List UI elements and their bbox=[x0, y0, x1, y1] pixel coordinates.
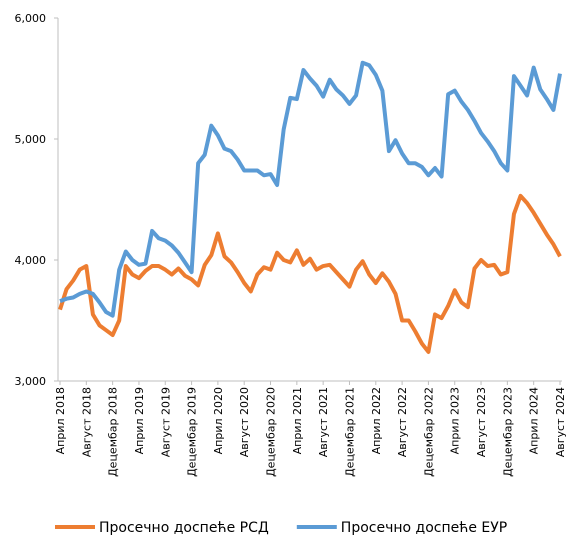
y-tick-label: 5,000 bbox=[15, 133, 47, 146]
x-tick-label: Децембар 2023 bbox=[501, 387, 514, 477]
x-tick-label: Децембар 2021 bbox=[343, 387, 356, 477]
x-tick-label: Април 2019 bbox=[133, 387, 146, 454]
y-tick-label: 3,000 bbox=[15, 375, 47, 388]
x-tick-label: Август 2019 bbox=[159, 387, 172, 457]
x-tick-label: Август 2018 bbox=[80, 387, 93, 457]
x-tick-label: Децембар 2020 bbox=[265, 387, 278, 477]
x-tick-label: Август 2023 bbox=[475, 387, 488, 457]
legend-label: Просечно доспеће РСД bbox=[99, 520, 269, 536]
series-line bbox=[58, 193, 562, 354]
x-tick-label: Април 2018 bbox=[54, 387, 67, 454]
x-tick-label: Децембар 2019 bbox=[186, 387, 199, 477]
x-tick-label: Април 2024 bbox=[528, 387, 541, 454]
x-tick-label: Децембар 2022 bbox=[422, 387, 435, 477]
x-tick-label: Август 2022 bbox=[396, 387, 409, 457]
x-tick-label: Август 2020 bbox=[238, 387, 251, 457]
x-tick-label: Април 2021 bbox=[291, 387, 304, 454]
x-tick-label: Децембар 2018 bbox=[107, 387, 120, 477]
y-tick-label: 4,000 bbox=[15, 254, 47, 267]
x-tick-label: Август 2024 bbox=[554, 387, 567, 457]
y-tick-label: 6,000 bbox=[15, 12, 47, 25]
series-line bbox=[59, 60, 562, 318]
x-tick-label: Април 2020 bbox=[212, 387, 225, 454]
x-tick-label: Август 2021 bbox=[317, 387, 330, 457]
x-tick-label: Април 2022 bbox=[370, 387, 383, 454]
x-tick-label: Април 2023 bbox=[449, 387, 462, 454]
legend-label: Просечно доспеће ЕУР bbox=[341, 520, 507, 536]
